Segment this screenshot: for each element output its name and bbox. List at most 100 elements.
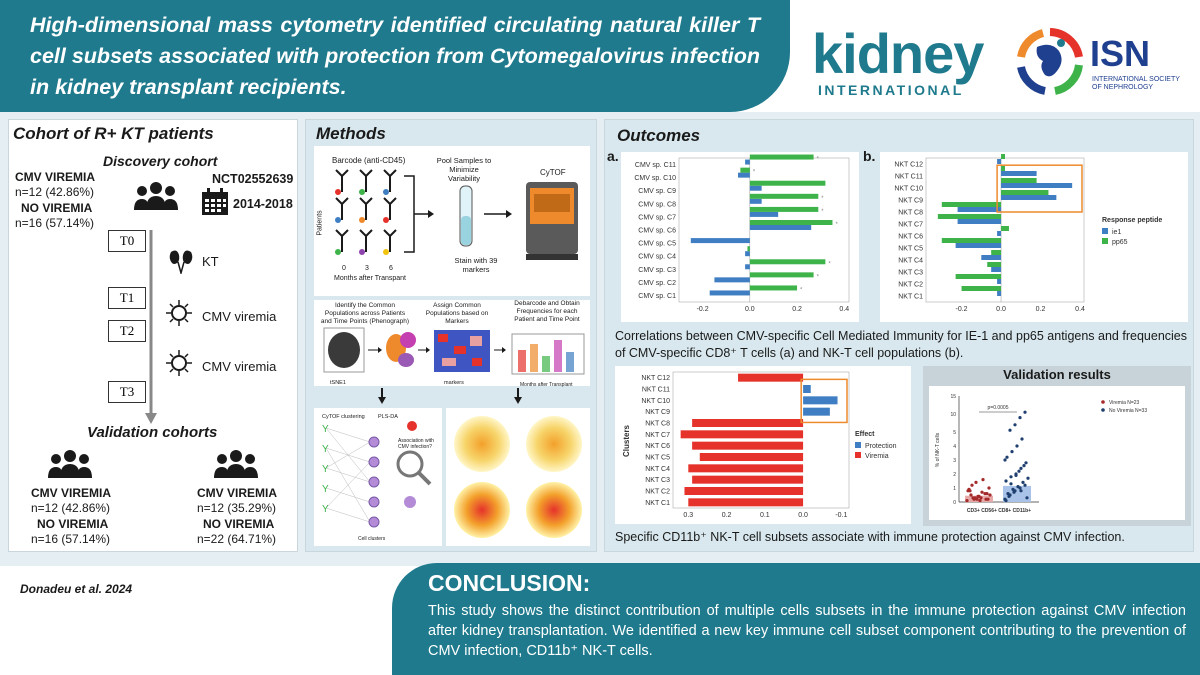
chart-a-category-label: CMV sp. C5 [638, 241, 676, 248]
chart-a-bar-pp65 [749, 206, 819, 212]
chart-b-bar-pp65 [941, 238, 1002, 243]
cohort-title: Cohort of R+ KT patients [13, 124, 214, 143]
val-right-viremia-label: CMV VIREMIA [197, 486, 278, 500]
chart-b-category-label: NKT C7 [898, 222, 923, 229]
val-left-noviremia-label: NO VIREMIA [37, 517, 109, 531]
chart-d-ytick: 10 [950, 412, 956, 418]
chart-d-legend-dot-viremia [1101, 400, 1105, 404]
timepoint-t0: T0 [108, 230, 146, 252]
chart-c-bar-protection [803, 385, 811, 393]
tsne-heatmap-card [446, 408, 590, 546]
chart-a-star: * [828, 261, 831, 267]
chart-c-xtick: 0.2 [722, 512, 732, 519]
chart-c-frame [672, 371, 850, 509]
chart-c-category-label: NKT C1 [645, 500, 670, 507]
chart-a-cd8-correlations: CMV sp. C11 * CMV sp. C10 * CMV sp. C9 CMV sp… [634, 154, 850, 313]
chart-b-xtick: 0.4 [1075, 306, 1085, 313]
kt-label: KT [202, 254, 219, 269]
outcomes-title: Outcomes [617, 126, 701, 145]
pool-label: Pool Samples to Minimize Variability [436, 156, 492, 183]
chart-c-legend-label-viremia: Viremia [865, 453, 889, 460]
val-right-viremia-n: n=12 (35.29%) [197, 501, 277, 515]
timeline-arrow [145, 230, 157, 424]
barcode-workflow-card: Barcode (anti-CD45) Pool Samples to Mini… [314, 146, 590, 296]
chart-d-ytick: 2 [953, 472, 956, 478]
disc-viremia-label: CMV VIREMIA [15, 170, 96, 184]
timepoint-t2: T2 [108, 320, 146, 342]
chart-b-bar-pp65 [1001, 154, 1005, 159]
chart-a-star: * [821, 209, 824, 215]
chart-d-point-viremia [968, 489, 972, 493]
chart-b-bar-ie1 [991, 267, 1002, 272]
chart-d-point-noviremia [1006, 492, 1010, 496]
chart-a-bar-ie1 [749, 198, 762, 204]
chart-a-star: * [817, 274, 820, 280]
barcode-illustration [335, 169, 578, 260]
validation-title: Validation results [1003, 367, 1111, 382]
chart-d-point-viremia [971, 496, 975, 500]
viremia-label-2: CMV viremia [202, 359, 277, 374]
chart-a-bar-pp65 [749, 180, 826, 186]
chart-d-ytick: 0 [953, 500, 956, 506]
chart-a-star: * [835, 222, 838, 228]
chart-b-category-label: NKT C4 [898, 258, 923, 265]
chart-a-bar-ie1 [714, 277, 750, 283]
stain-label: Stain with 39 markers [454, 256, 498, 274]
page-title: High-dimensional mass cytometry identifi… [30, 13, 760, 99]
chart-a-category-label: CMV sp. C8 [638, 201, 676, 208]
chart-c-highlight-box [800, 378, 848, 424]
chart-d-point-viremia [975, 497, 979, 501]
chart-a-bar-ie1 [690, 238, 750, 244]
chart-b-category-label: NKT C8 [898, 210, 923, 217]
chart-a-bar-pp65 [740, 167, 750, 173]
chart-c-category-label: NKT C3 [645, 477, 670, 484]
chart-a-category-label: CMV sp. C10 [634, 175, 676, 182]
chart-a-category-label: CMV sp. C9 [638, 188, 676, 195]
chart-b-xtick: 0.2 [1036, 306, 1046, 313]
chart-c-category-label: NKT C12 [641, 375, 670, 382]
chart-c-legend-label-protection: Protection [865, 443, 897, 450]
chart-b-xtick: -0.2 [956, 306, 968, 313]
header-banner: High-dimensional mass cytometry identifi… [0, 0, 790, 112]
pls-da-card: CyTOF clustering PLS-DA Association with… [314, 408, 442, 546]
chart-c-bar-viremia [684, 487, 804, 495]
conclusion-text: This study shows the distinct contributi… [428, 603, 1186, 659]
isn-logo-sub: INTERNATIONAL SOCIETY OF NEPHROLOGY [1092, 76, 1180, 91]
chart-a-bar-pp65 [749, 193, 819, 199]
chart-b-category-label: NKT C11 [895, 174, 923, 181]
month-tick-3: 3 [365, 265, 369, 272]
chart-b-category-label: NKT C6 [898, 234, 923, 241]
chart-c-category-label: NKT C11 [642, 387, 670, 394]
val-left-viremia-n: n=12 (42.86%) [31, 501, 111, 515]
svg-text:Y: Y [322, 444, 329, 455]
pls-da-label: PLS-DA [378, 414, 398, 420]
val-right-noviremia-n: n=22 (64.71%) [197, 532, 277, 546]
chart-a-category-label: CMV sp. C4 [638, 254, 676, 261]
val-left-noviremia-n: n=16 (57.14%) [31, 532, 111, 546]
chart-d-ytick: 1 [953, 486, 956, 492]
chart-d-point-noviremia [1021, 480, 1025, 484]
chart-b-bar-ie1 [1001, 171, 1037, 176]
chart-d-point-noviremia [1026, 476, 1030, 480]
chart-d-point-noviremia [1018, 416, 1022, 420]
chart-b-category-label: NKT C12 [894, 162, 923, 169]
chart-b-bar-ie1 [981, 255, 1002, 260]
chart-a-bar-ie1 [709, 290, 750, 296]
validation-cohorts-label: Validation cohorts [87, 424, 218, 441]
chart-d-point-viremia [970, 483, 974, 487]
chart-c-ylabel: Clusters [622, 424, 631, 457]
phenograph-illustration [323, 327, 585, 375]
chart-d-point-noviremia [1022, 464, 1026, 468]
chart-d-point-noviremia [1016, 485, 1020, 489]
chart-a-star: * [821, 196, 824, 202]
chart-a-star: * [800, 287, 803, 293]
chart-d-legend-dot-noviremia [1101, 408, 1105, 412]
chart-a-bar-pp65 [749, 272, 814, 278]
chart-d-bar-viremia [965, 495, 993, 502]
chart-b-bar-ie1 [957, 207, 1002, 212]
outcomes-panel: Outcomes a. b. CMV sp. C11 * CMV sp. C10 * C… [604, 119, 1194, 552]
chart-a-category-label: CMV sp. C3 [638, 267, 676, 274]
validation-card: Validation results 0 1 2 3 4 5 10 15 % of NK-T c… [923, 366, 1191, 526]
chart-c-category-label: NKT C8 [645, 421, 670, 428]
kidney-international-logo: kidney [812, 22, 984, 85]
